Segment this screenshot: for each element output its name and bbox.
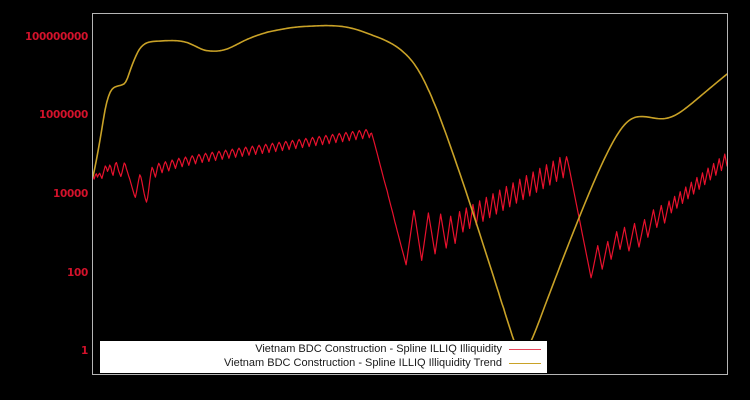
y-tick-label: 100000000 (24, 30, 88, 43)
chart-legend: Vietnam BDC Construction - Spline ILLIQ … (99, 340, 548, 374)
legend-entry-illiquidity-trend: Vietnam BDC Construction - Spline ILLIQ … (106, 357, 541, 370)
series-line-illiquidity-trend (93, 24, 727, 355)
plot-area (92, 13, 728, 375)
legend-label: Vietnam BDC Construction - Spline ILLIQ … (255, 343, 502, 355)
y-tick-label: 1000000 (38, 109, 88, 122)
legend-entry-illiquidity: Vietnam BDC Construction - Spline ILLIQ … (106, 343, 541, 356)
y-tick-label: 100 (66, 266, 88, 279)
y-tick-label: 1 (80, 345, 88, 358)
y-axis-tick-labels: 100000000 1000000 10000 100 1 (0, 0, 88, 400)
series-line-illiquidity (93, 128, 727, 279)
series-canvas (93, 24, 727, 355)
legend-swatch-illiquidity-trend (509, 363, 541, 364)
y-tick-label: 10000 (52, 188, 88, 200)
legend-swatch-illiquidity (509, 349, 541, 350)
legend-label: Vietnam BDC Construction - Spline ILLIQ … (224, 357, 502, 369)
